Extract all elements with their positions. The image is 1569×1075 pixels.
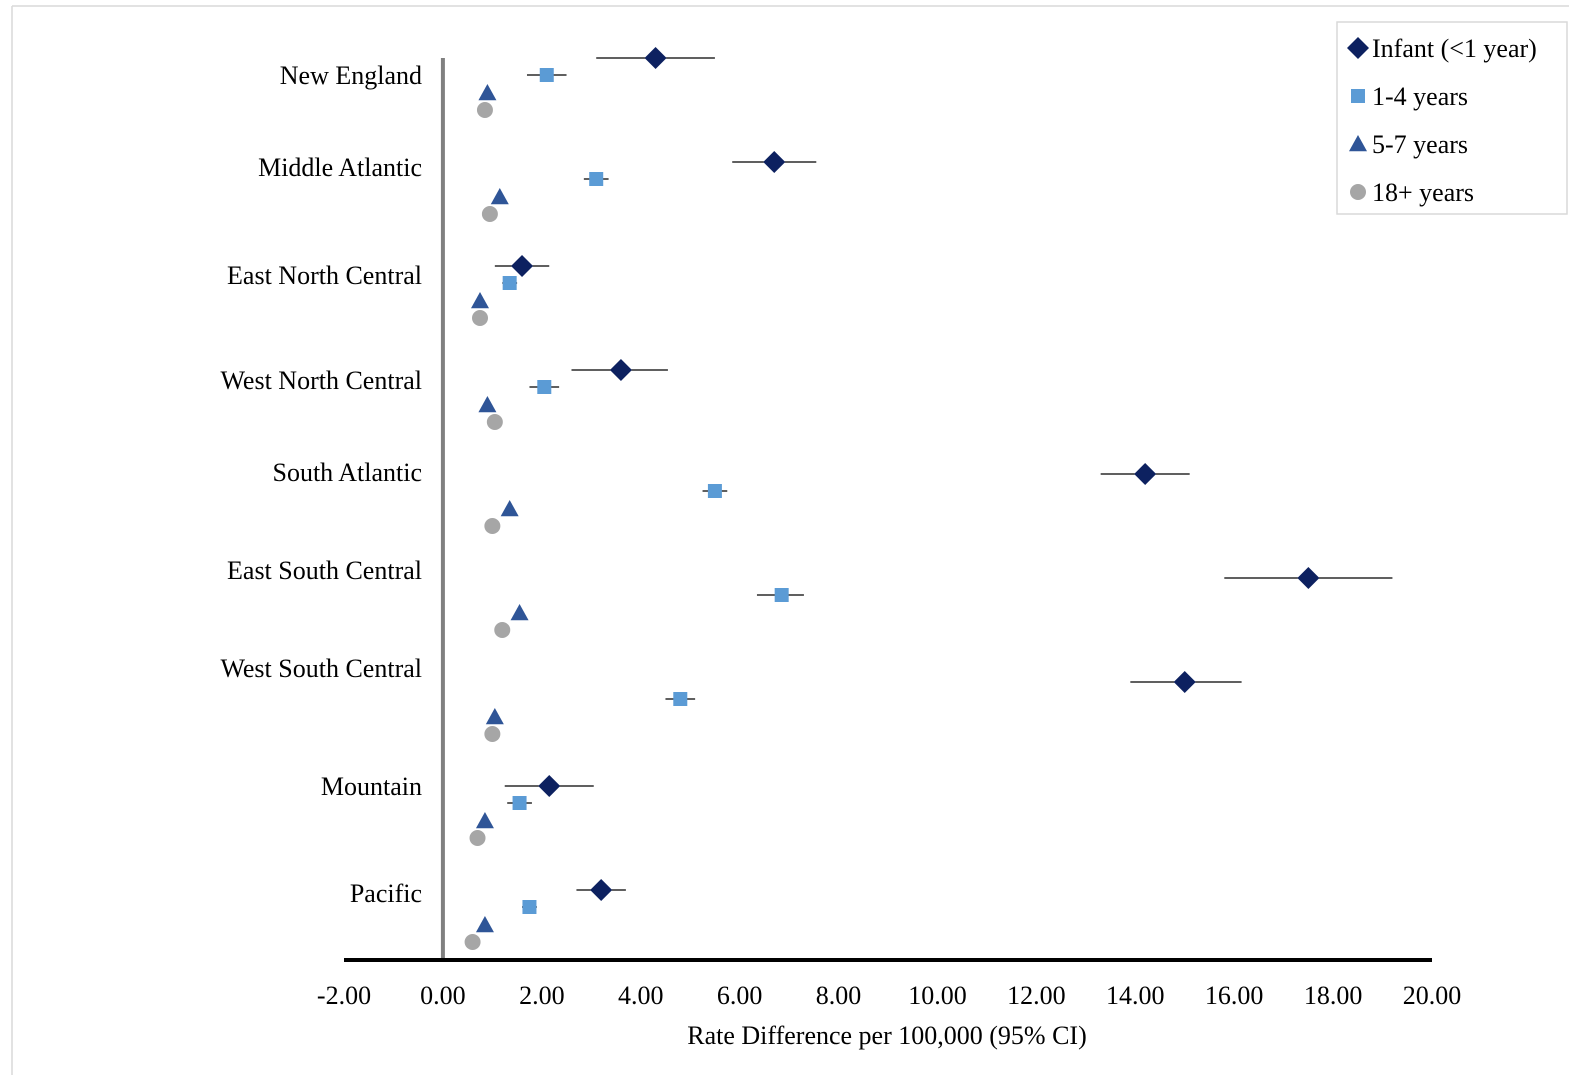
data-point-circle [481,206,498,222]
data-point-square [539,68,554,82]
data-point-circle [494,622,511,638]
x-tick-labels: -2.00 0.00 2.00 4.00 6.00 8.00 10.00 12.00 14.00… [317,981,1461,1010]
data-point-diamond [1297,567,1320,589]
data-point-diamond [1173,671,1196,693]
x-tick-label: 18.00 [1304,981,1363,1010]
data-point-circle [484,518,501,534]
data-point-square [673,692,688,706]
data-point-triangle [471,292,489,309]
data-point-circle [484,726,501,742]
legend: Infant (<1 year) 1-4 years 5-7 years 18+ ye… [1336,21,1568,215]
data-point-circle [476,102,493,118]
x-tick-label: 14.00 [1106,981,1165,1010]
x-tick-label: 16.00 [1205,981,1264,1010]
data-point-diamond [609,359,632,381]
data-point-triangle [478,396,497,413]
data-point-square [774,588,789,602]
series-square [502,68,804,914]
legend-marker-triangle [1349,135,1367,152]
category-label: Mountain [321,772,422,801]
series-diamond [494,47,1393,901]
legend-label: 18+ years [1372,178,1474,207]
data-point-diamond [538,775,561,797]
legend-marker-circle [1350,184,1366,200]
x-tick-label: 4.00 [618,981,664,1010]
data-point-triangle [475,812,494,829]
data-point-triangle [510,604,529,621]
series-triangle [471,84,529,933]
legend-label: 1-4 years [1372,82,1468,111]
data-point-diamond [511,255,534,277]
category-label: East North Central [227,261,422,290]
data-point-triangle [490,188,509,205]
x-tick-label: -2.00 [317,981,371,1010]
x-tick-label: 8.00 [816,981,862,1010]
data-point-circle [472,310,488,326]
category-label: West South Central [220,654,422,683]
axes-layer [11,5,1569,1075]
data-point-square [522,900,537,914]
x-tick-label: 10.00 [908,981,967,1010]
x-tick-label: 12.00 [1007,981,1066,1010]
data-marks [464,47,1393,950]
data-point-diamond [763,151,786,173]
data-point-diamond [644,47,667,69]
data-point-triangle [485,708,504,725]
data-point-diamond [590,879,613,901]
data-point-square [502,276,517,290]
x-tick-label: 20.00 [1403,981,1462,1010]
data-point-circle [469,830,486,846]
legend-label: 5-7 years [1372,130,1468,159]
category-label: New England [280,61,422,90]
x-tick-label: 6.00 [717,981,763,1010]
data-point-triangle [500,500,519,517]
category-label: East South Central [227,556,422,585]
category-label: South Atlantic [273,458,423,487]
legend-marker-square [1351,89,1365,103]
data-point-square [589,172,604,186]
data-point-square [537,380,552,394]
data-point-circle [464,934,481,950]
data-point-circle [486,414,503,430]
x-axis-title: Rate Difference per 100,000 (95% CI) [687,1021,1086,1050]
category-label: Middle Atlantic [258,153,422,182]
category-label: Pacific [350,879,422,908]
data-point-square [512,796,527,810]
legend-box [1336,21,1568,215]
category-labels: New England Middle Atlantic East North Cen… [220,61,422,908]
data-point-triangle [478,84,497,101]
x-tick-label: 2.00 [519,981,565,1010]
legend-label: Infant (<1 year) [1372,34,1537,63]
category-label: West North Central [220,366,422,395]
data-point-triangle [475,916,494,933]
data-point-diamond [1134,463,1157,485]
series-circle [464,102,511,950]
data-point-square [707,484,722,498]
legend-marker-diamond [1347,37,1369,59]
x-tick-label: 0.00 [420,981,466,1010]
